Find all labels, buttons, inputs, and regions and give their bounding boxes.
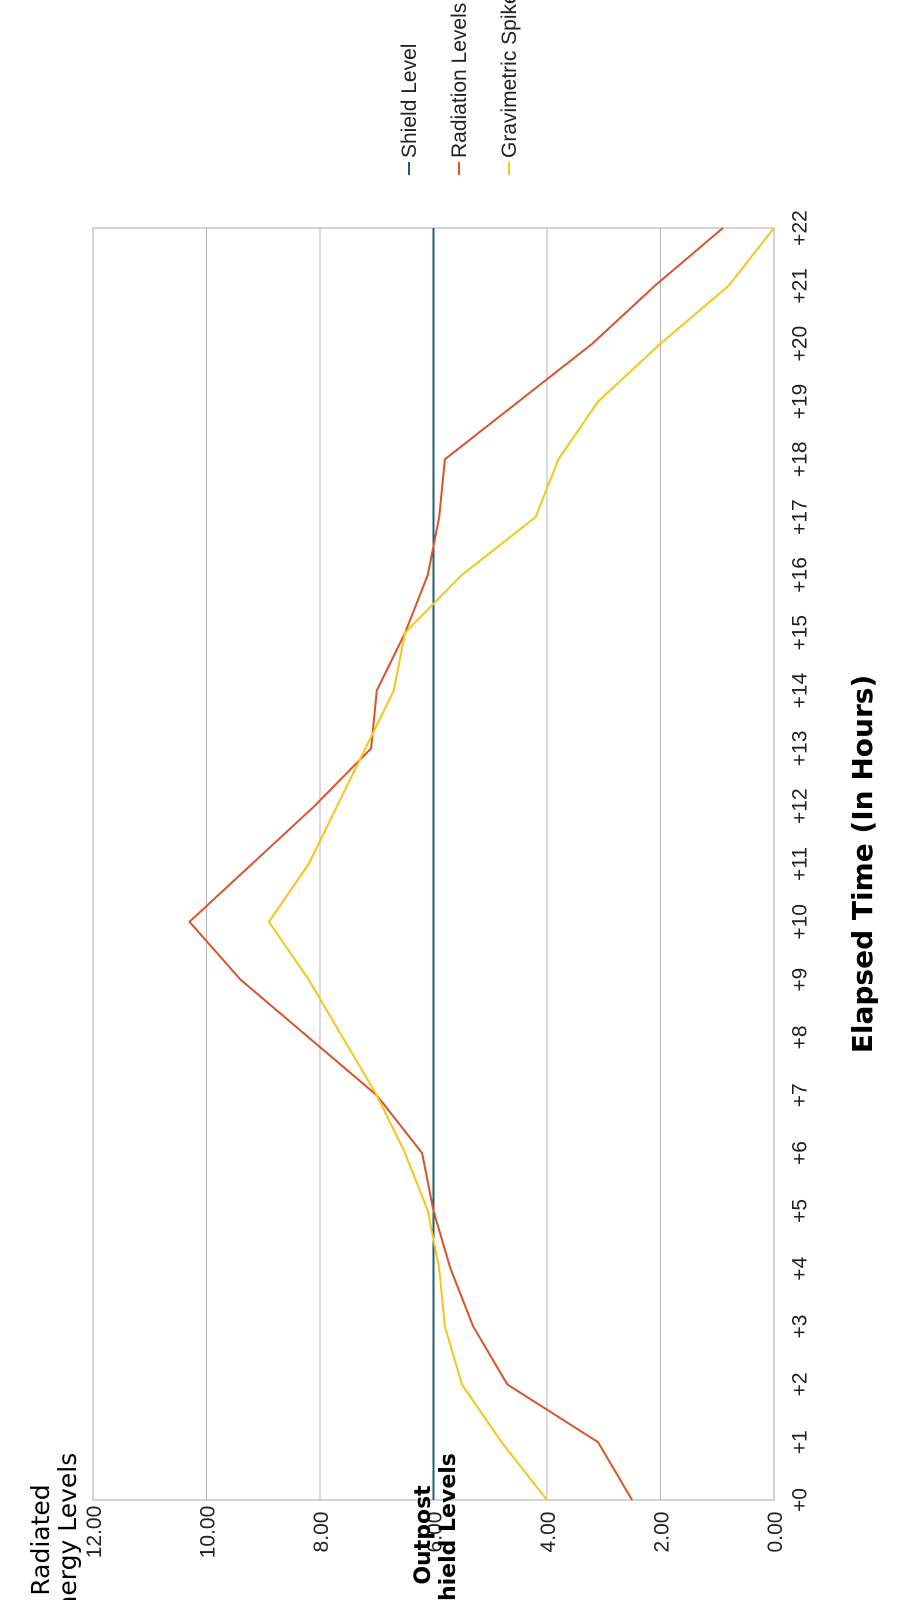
series-line-3 (267, 227, 775, 1501)
x-tick-label: +3 (789, 1315, 812, 1339)
y-tick-label: 6.00 (424, 1512, 447, 1553)
x-tick-label: +16 (789, 557, 812, 593)
legend-label-2: Radiation Levels (448, 3, 471, 158)
y-axis-label-line2: Shield Levels (436, 1453, 461, 1600)
y-tick-label: 10.00 (197, 1506, 220, 1559)
x-tick-label: +22 (789, 210, 812, 246)
x-tick-label: +10 (789, 904, 812, 940)
y-tick-label: 0.00 (764, 1512, 787, 1553)
series-line-2 (188, 227, 724, 1501)
legend: Shield Level Radiation Levels Gravimetric … (398, 0, 521, 175)
x-tick-label: +18 (789, 441, 812, 477)
y-axis-ticks: 0.00 2.00 4.00 6.00 8.00 10.00 12.00 (83, 1506, 787, 1559)
x-tick-label: +14 (789, 672, 812, 708)
legend-label-1: Shield Level (398, 44, 421, 158)
x-tick-label: +5 (789, 1199, 812, 1223)
chart-title-line1: Radiated (26, 1484, 55, 1595)
x-tick-label: +2 (789, 1372, 812, 1396)
x-tick-label: +13 (789, 731, 812, 767)
x-tick-label: +0 (789, 1488, 812, 1512)
x-tick-label: +7 (789, 1083, 812, 1107)
x-tick-label: +11 (789, 847, 812, 881)
y-axis-label-line1: Outpost (411, 1485, 436, 1585)
x-tick-label: +21 (789, 268, 812, 304)
x-tick-label: +4 (789, 1256, 812, 1280)
x-tick-label: +6 (789, 1141, 812, 1165)
x-tick-label: +12 (789, 788, 812, 824)
x-tick-label: +20 (789, 326, 812, 362)
x-tick-label: +17 (789, 499, 812, 535)
legend-label-3: Gravimetric Spikes (498, 0, 521, 158)
x-tick-label: +1 (789, 1430, 812, 1454)
chart-title-line2: Energy Levels (53, 1453, 82, 1600)
series-lines (188, 227, 775, 1501)
y-tick-label: 12.00 (83, 1506, 106, 1559)
x-axis-ticks: +0 +1 +2 +3 +4 +5 +6 +7 +8 +9 +10 +11 +12 +13 +14 +15 +1… (789, 210, 812, 1512)
y-tick-label: 2.00 (651, 1512, 674, 1553)
x-axis-label: Elapsed Time (In Hours) (846, 675, 879, 1054)
x-tick-label: +8 (789, 1025, 812, 1049)
x-tick-label: +19 (789, 384, 812, 420)
x-tick-label: +15 (789, 615, 812, 651)
x-tick-label: +9 (789, 968, 812, 992)
y-tick-label: 4.00 (537, 1512, 560, 1553)
plot-area (92, 227, 775, 1501)
y-tick-label: 8.00 (310, 1512, 333, 1553)
